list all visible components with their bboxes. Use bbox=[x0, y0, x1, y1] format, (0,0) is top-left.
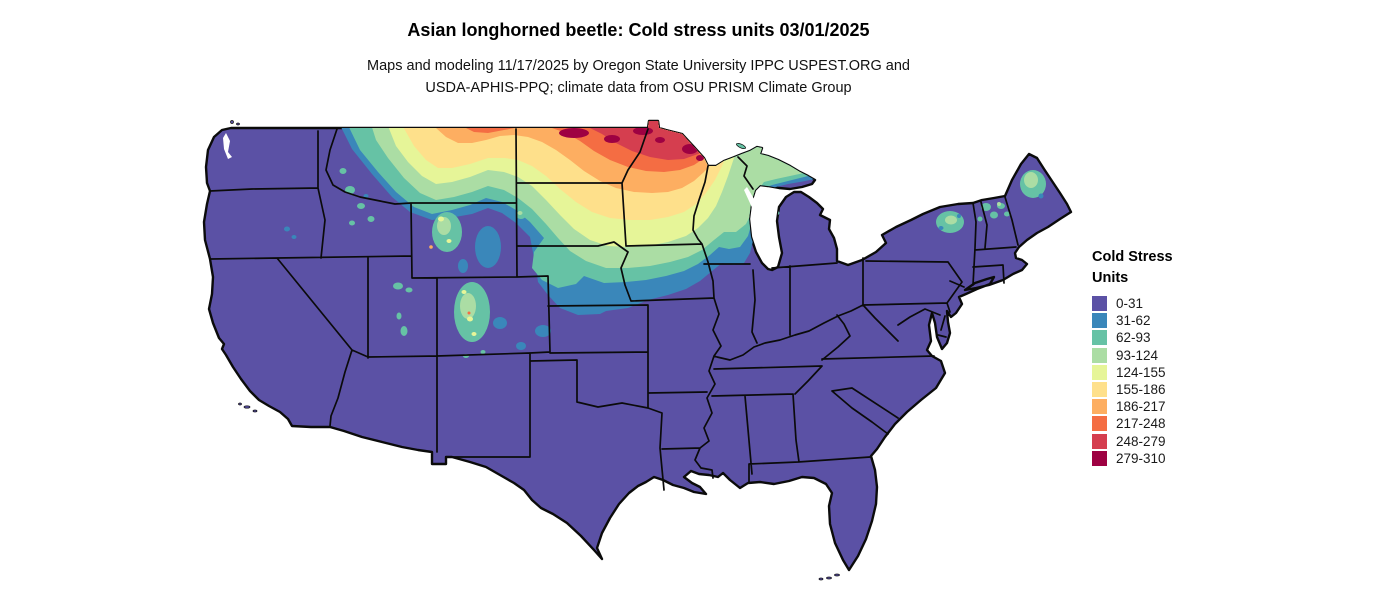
legend-title: Cold Stress Units bbox=[1092, 247, 1173, 289]
green-bay bbox=[744, 187, 757, 212]
legend-label: 279-310 bbox=[1116, 450, 1166, 466]
legend-swatch bbox=[1092, 364, 1107, 380]
water-slivers bbox=[223, 133, 757, 212]
legend-row: 155-186 bbox=[1092, 381, 1173, 398]
subtitle-line-1: Maps and modeling 11/17/2025 by Oregon S… bbox=[367, 58, 910, 74]
legend-label: 62-93 bbox=[1116, 330, 1151, 346]
legend-row: 248-279 bbox=[1092, 433, 1173, 450]
legend-swatch bbox=[1092, 433, 1107, 449]
legend-swatch bbox=[1092, 399, 1107, 415]
legend-label: 0-31 bbox=[1116, 296, 1144, 312]
legend-swatch bbox=[1092, 382, 1107, 398]
legend-swatch bbox=[1092, 450, 1107, 466]
mountain-patches bbox=[284, 168, 551, 358]
puget-sound bbox=[223, 133, 232, 159]
legend-row: 279-310 bbox=[1092, 450, 1173, 467]
legend-row: 31-62 bbox=[1092, 312, 1173, 329]
legend-row: 186-217 bbox=[1092, 398, 1173, 415]
legend-row: 124-155 bbox=[1092, 364, 1173, 381]
legend-title-line-1: Cold Stress bbox=[1092, 249, 1173, 265]
legend-label: 155-186 bbox=[1116, 382, 1166, 398]
legend-title-line-2: Units bbox=[1092, 270, 1129, 286]
legend-row: 62-93 bbox=[1092, 329, 1173, 346]
legend-label: 186-217 bbox=[1116, 399, 1166, 415]
band-248-279 bbox=[478, 121, 726, 160]
legend-swatch bbox=[1092, 296, 1107, 312]
legend-row: 217-248 bbox=[1092, 415, 1173, 432]
legend-row: 0-31 bbox=[1092, 295, 1173, 312]
cold-stress-raster bbox=[284, 121, 1046, 358]
figure-title: Asian longhorned beetle: Cold stress uni… bbox=[407, 20, 870, 40]
legend-swatch bbox=[1092, 347, 1107, 363]
legend-swatch bbox=[1092, 330, 1107, 346]
legend-swatch bbox=[1092, 313, 1107, 329]
figure-subtitle: Maps and modeling 11/17/2025 by Oregon S… bbox=[0, 55, 1277, 99]
legend-label: 124-155 bbox=[1116, 364, 1166, 380]
legend-label: 217-248 bbox=[1116, 416, 1166, 432]
legend-items: 0-31 31-62 62-93 93-124 124-155 155-186 … bbox=[1092, 295, 1173, 467]
legend-label: 31-62 bbox=[1116, 313, 1151, 329]
islands bbox=[230, 120, 840, 581]
legend-swatch bbox=[1092, 416, 1107, 432]
legend-label: 93-124 bbox=[1116, 347, 1159, 363]
legend-label: 248-279 bbox=[1116, 433, 1166, 449]
legend: Cold Stress Units 0-31 31-62 62-93 93-12… bbox=[1092, 247, 1173, 467]
isle-royale bbox=[736, 142, 746, 150]
florida-keys bbox=[834, 573, 840, 577]
state-borders bbox=[209, 128, 1019, 491]
legend-row: 93-124 bbox=[1092, 347, 1173, 364]
subtitle-line-2: USDA-APHIS-PPQ; climate data from OSU PR… bbox=[425, 80, 852, 96]
